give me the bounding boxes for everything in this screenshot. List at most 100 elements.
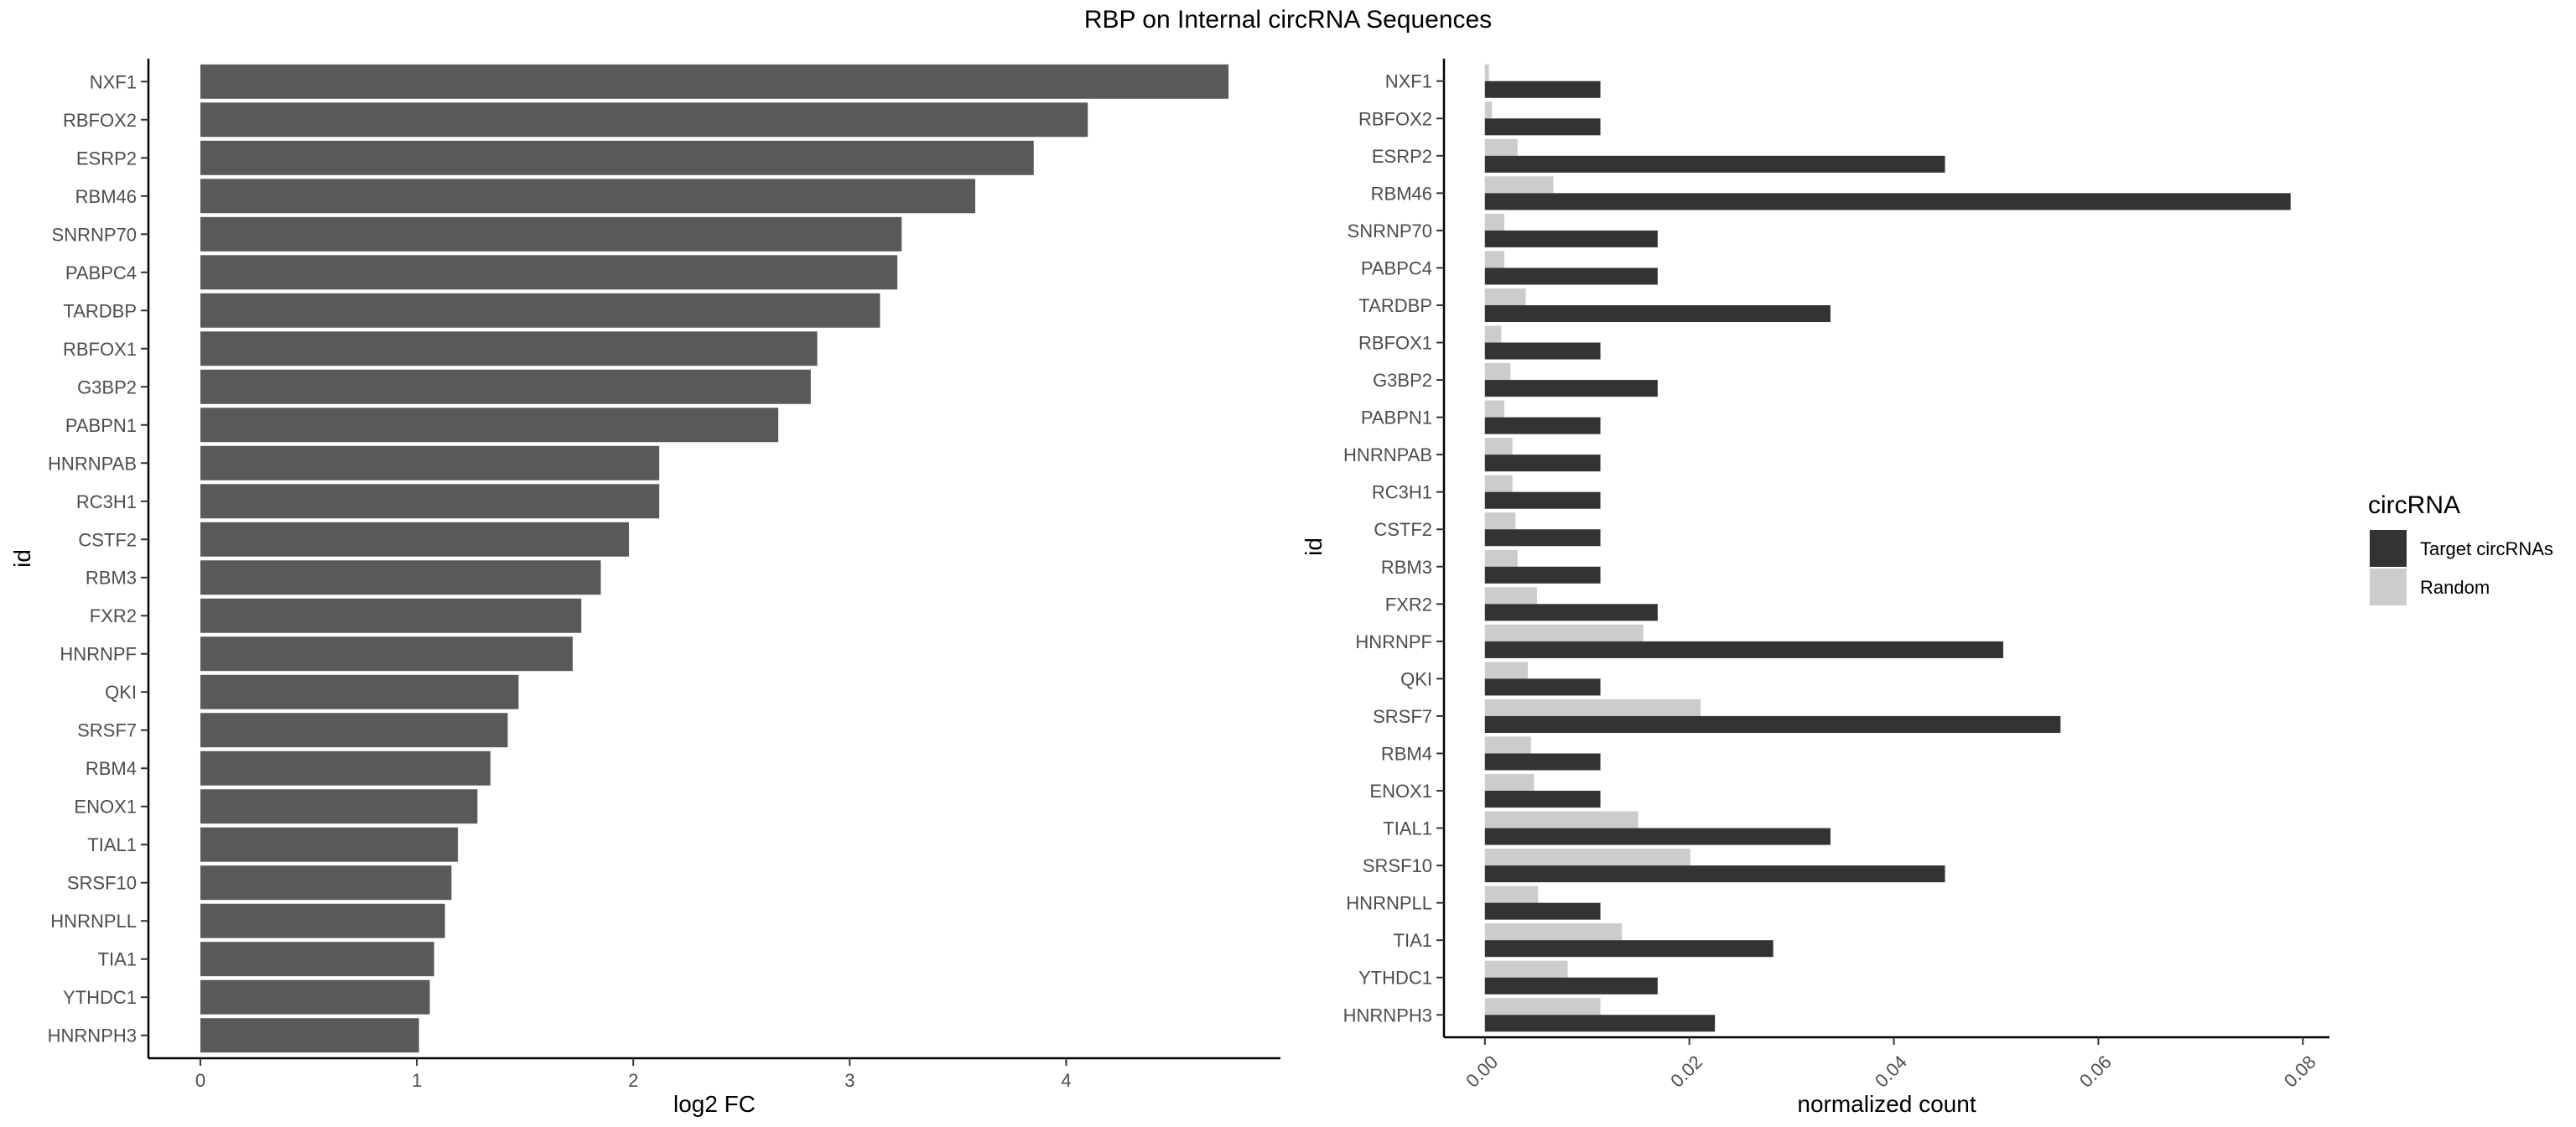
bar-hnrnpf: [200, 636, 573, 672]
legend-title: circRNA: [2368, 491, 2460, 519]
bar-hnrnpab: [200, 445, 660, 480]
y-tick-label: SNRNP70: [1348, 221, 1432, 242]
bar-cstf2: [200, 522, 630, 557]
y-tick-label: NXF1: [1385, 71, 1432, 92]
legend-key-random: [2370, 569, 2407, 605]
y-tick-label: HNRNPF: [1355, 631, 1432, 652]
bar-random-nxf1: [1484, 64, 1489, 81]
bar-target-rbm4: [1484, 753, 1601, 771]
y-tick-label: NXF1: [90, 71, 137, 92]
y-tick-label: CSTF2: [1374, 519, 1432, 540]
bar-random-qki: [1484, 662, 1528, 679]
bar-target-enox1: [1484, 791, 1601, 808]
y-tick-label: QKI: [1400, 668, 1432, 689]
bar-target-qki: [1484, 678, 1601, 696]
bar-target-tia1: [1484, 940, 1774, 958]
y-tick-label: TARDBP: [1358, 295, 1432, 316]
x-tick-label: 0: [195, 1070, 205, 1091]
left-x-axis-label: log2 FC: [673, 1091, 756, 1117]
bar-random-g3bp2: [1484, 363, 1511, 381]
y-tick-label: HNRNPH3: [48, 1026, 137, 1046]
bar-target-esrp2: [1484, 155, 1945, 173]
bar-target-fxr2: [1484, 604, 1658, 621]
figure-title: RBP on Internal circRNA Sequences: [1084, 6, 1492, 34]
x-tick-label: 3: [844, 1070, 854, 1091]
bar-random-tia1: [1484, 923, 1623, 941]
y-tick-label: RBM46: [1371, 183, 1432, 204]
y-tick-label: TIAL1: [1383, 818, 1432, 839]
y-tick-label: HNRNPLL: [50, 911, 137, 932]
bar-target-rbm46: [1484, 193, 2291, 210]
y-tick-label: HNRNPAB: [1343, 444, 1432, 465]
x-tick-label: 0.02: [1666, 1052, 1706, 1092]
bar-random-rbfox1: [1484, 325, 1502, 343]
bar-target-hnrnph3: [1484, 1015, 1716, 1032]
x-tick-label: 2: [628, 1070, 638, 1091]
y-tick-label: G3BP2: [1373, 370, 1432, 391]
bar-target-snrnp70: [1484, 230, 1658, 247]
bar-tial1: [200, 827, 459, 862]
right-panel: NXF1 RBFOX2 ESRP2 RBM46 SNRNP70 PABPC4 TARDBP R…: [1301, 59, 2329, 1117]
y-tick-label: PABPN1: [65, 415, 137, 436]
bar-srsf10: [200, 865, 452, 901]
right-y-axis-label: id: [1301, 538, 1327, 556]
legend-key-target-circrnas: [2370, 530, 2407, 567]
bar-rbfox1: [200, 331, 818, 366]
bar-random-hnrnpf: [1484, 624, 1644, 641]
bar-qki: [200, 674, 519, 709]
bar-random-enox1: [1484, 773, 1535, 792]
bar-random-hnrnpab: [1484, 438, 1513, 455]
y-tick-label: ESRP2: [1372, 146, 1432, 167]
bar-target-hnrnpll: [1484, 902, 1601, 920]
bar-enox1: [200, 789, 478, 824]
y-tick-label: SRSF10: [1363, 855, 1432, 876]
bar-rbm3: [200, 560, 601, 595]
bar-target-tial1: [1484, 828, 1831, 845]
bar-random-ythdc1: [1484, 960, 1568, 978]
y-tick-label: SRSF7: [1373, 706, 1432, 727]
right-x-ticks: 0.00 0.02 0.04 0.06 0.08: [1462, 1037, 2320, 1092]
legend-label-random: Random: [2420, 577, 2490, 598]
bar-tardbp: [200, 293, 880, 328]
bar-target-rbfox1: [1484, 342, 1601, 360]
y-tick-label: RBM3: [1381, 557, 1432, 578]
y-tick-label: HNRNPF: [60, 644, 137, 665]
left-bars: [200, 64, 1229, 1053]
y-tick-label: HNRNPAB: [48, 453, 137, 474]
left-y-ticks: NXF1 RBFOX2 ESRP2 RBM46 SNRNP70 PABPC4 TARDBP R…: [48, 71, 148, 1046]
y-tick-label: RBM46: [75, 186, 137, 207]
bar-hnrnph3: [200, 1018, 419, 1053]
bar-random-pabpn1: [1484, 400, 1504, 418]
y-tick-label: SRSF7: [77, 720, 137, 741]
bar-target-cstf2: [1484, 529, 1601, 547]
y-tick-label: FXR2: [90, 605, 137, 626]
bar-random-srsf7: [1484, 699, 1701, 716]
bar-rbm4: [200, 750, 491, 786]
bar-target-pabpn1: [1484, 417, 1601, 434]
y-tick-label: RBFOX1: [63, 339, 137, 360]
y-tick-label: RBFOX2: [1358, 108, 1432, 129]
y-tick-label: ENOX1: [1369, 781, 1432, 802]
bar-random-rbm3: [1484, 549, 1518, 567]
legend: circRNA Target circRNAs Random: [2368, 491, 2553, 605]
bar-random-fxr2: [1484, 587, 1537, 605]
bar-random-rbm46: [1484, 176, 1554, 194]
y-tick-label: PABPN1: [1361, 408, 1432, 428]
left-y-axis-label: id: [9, 549, 35, 568]
y-tick-label: RBFOX2: [63, 110, 137, 131]
y-tick-label: YTHDC1: [63, 987, 137, 1008]
x-tick-label: 1: [412, 1070, 422, 1091]
bar-ythdc1: [200, 979, 430, 1015]
y-tick-label: TIA1: [98, 949, 137, 970]
y-tick-label: RC3H1: [76, 491, 137, 512]
y-tick-label: PABPC4: [65, 262, 137, 283]
y-tick-label: HNRNPH3: [1343, 1005, 1432, 1026]
x-tick-label: 0.08: [2280, 1052, 2320, 1092]
bar-target-rc3h1: [1484, 491, 1601, 509]
left-panel: NXF1 RBFOX2 ESRP2 RBM46 SNRNP70 PABPC4 TARDBP R…: [9, 59, 1280, 1117]
bar-nxf1: [200, 64, 1229, 99]
bar-target-g3bp2: [1484, 380, 1658, 397]
y-tick-label: SNRNP70: [52, 224, 137, 245]
bar-target-rbfox2: [1484, 118, 1601, 136]
x-tick-label: 0.04: [1871, 1052, 1911, 1092]
